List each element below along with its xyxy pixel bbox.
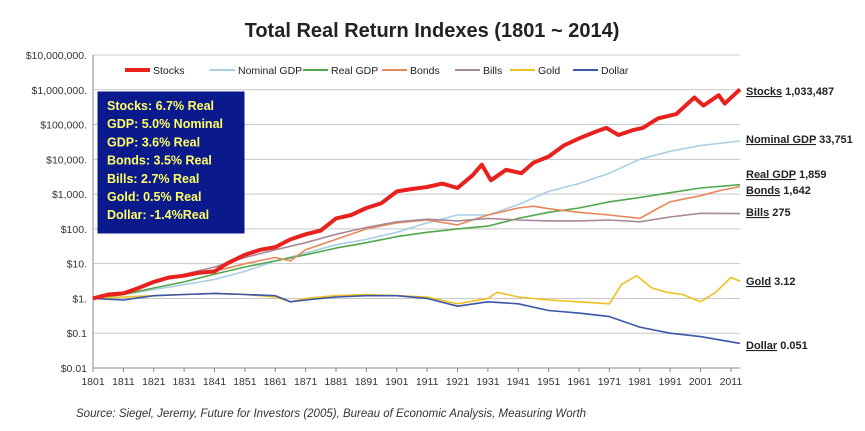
series-line-stocks bbox=[92, 87, 742, 301]
annotation-line: Stocks: 6.7% Real bbox=[107, 99, 214, 113]
x-tick-label: 1941 bbox=[507, 376, 531, 388]
end-label-nominal-gdp: Nominal GDP 33,751 bbox=[746, 134, 853, 146]
end-label-real-gdp: Real GDP 1,859 bbox=[746, 169, 827, 181]
x-tick-label: 1821 bbox=[142, 376, 166, 388]
legend: Stocks Nominal GDP Real GDP Bonds Bills Gold D… bbox=[125, 65, 629, 77]
x-tick-label: 1911 bbox=[416, 376, 439, 388]
annotation-line: Dollar: -1.4%Real bbox=[107, 208, 209, 222]
annotation-line: Bills: 2.7% Real bbox=[107, 172, 199, 186]
x-tick-label: 1991 bbox=[658, 376, 682, 388]
y-tick-label: $10,000,000. bbox=[26, 50, 87, 62]
x-tick-label: 1971 bbox=[598, 376, 622, 388]
source-note: Source: Siegel, Jeremy, Future for Inves… bbox=[76, 408, 586, 420]
end-labels: Stocks 1,033,487 Nominal GDP 33,751 Real G… bbox=[746, 86, 853, 352]
x-tick-label: 1811 bbox=[112, 376, 135, 388]
end-label-stocks: Stocks 1,033,487 bbox=[746, 86, 834, 98]
x-axis: 1801 1811 1821 1831 1841 1851 1861 1871 1881 1891… bbox=[81, 367, 743, 388]
y-tick-label: $0.1 bbox=[67, 328, 88, 340]
annotation-line: Gold: 0.5% Real bbox=[107, 190, 201, 204]
legend-label: Real GDP bbox=[331, 65, 378, 77]
y-tick-label: $0.01 bbox=[61, 363, 87, 375]
legend-label: Gold bbox=[538, 65, 560, 77]
end-label-dollar: Dollar 0.051 bbox=[746, 340, 808, 352]
end-label-bonds: Bonds 1,642 bbox=[746, 185, 811, 197]
series-lines bbox=[92, 87, 742, 345]
x-tick-label: 1871 bbox=[294, 376, 318, 388]
x-tick-label: 1801 bbox=[81, 376, 105, 388]
legend-label: Dollar bbox=[601, 65, 629, 77]
x-tick-label: 1851 bbox=[233, 376, 257, 388]
end-label-gold: Gold 3.12 bbox=[746, 276, 796, 288]
legend-label: Bonds bbox=[410, 65, 440, 77]
x-tick-label: 1831 bbox=[172, 376, 196, 388]
x-tick-label: 1931 bbox=[476, 376, 500, 388]
y-tick-label: $1,000,000. bbox=[32, 85, 87, 97]
legend-label: Nominal GDP bbox=[238, 65, 302, 77]
x-tick-label: 1981 bbox=[628, 376, 652, 388]
legend-label: Bills bbox=[483, 65, 502, 77]
x-tick-label: 1881 bbox=[324, 376, 348, 388]
x-tick-label: 1951 bbox=[537, 376, 561, 388]
y-tick-label: $100. bbox=[61, 224, 87, 236]
x-tick-label: 1861 bbox=[264, 376, 288, 388]
x-tick-label: 1921 bbox=[446, 376, 470, 388]
x-tick-label: 1891 bbox=[355, 376, 379, 388]
series-line-bills bbox=[92, 212, 741, 300]
annotation-box-bg bbox=[97, 91, 245, 234]
series-line-nominal-gdp bbox=[92, 140, 741, 300]
annotation-line: Bonds: 3.5% Real bbox=[107, 154, 212, 168]
x-tick-label: 2001 bbox=[689, 376, 713, 388]
series-line-real-gdp bbox=[92, 183, 741, 300]
y-tick-label: $10. bbox=[67, 259, 87, 271]
x-tick-label: 1841 bbox=[203, 376, 227, 388]
series-line-dollar bbox=[92, 292, 741, 345]
y-tick-label: $10,000. bbox=[46, 154, 87, 166]
y-tick-label: $1,000. bbox=[52, 189, 87, 201]
chart-title: Total Real Return Indexes (1801 ~ 2014) bbox=[245, 20, 620, 42]
y-axis: $10,000,000. $1,000,000. $100,000. $10,000.… bbox=[26, 50, 94, 375]
y-tick-label: $100,000. bbox=[40, 120, 87, 132]
x-tick-label: 1961 bbox=[567, 376, 591, 388]
annotation-box: Stocks: 6.7% Real GDP: 5.0% Nominal GDP: 3… bbox=[97, 91, 245, 234]
annotation-line: GDP: 5.0% Nominal bbox=[107, 117, 223, 131]
x-tick-label: 2011 bbox=[720, 376, 743, 388]
end-label-bills: Bills 275 bbox=[746, 207, 791, 219]
x-tick-label: 1901 bbox=[385, 376, 409, 388]
legend-label: Stocks bbox=[153, 65, 185, 77]
y-tick-label: $1. bbox=[72, 293, 87, 305]
annotation-line: GDP: 3.6% Real bbox=[107, 135, 200, 149]
